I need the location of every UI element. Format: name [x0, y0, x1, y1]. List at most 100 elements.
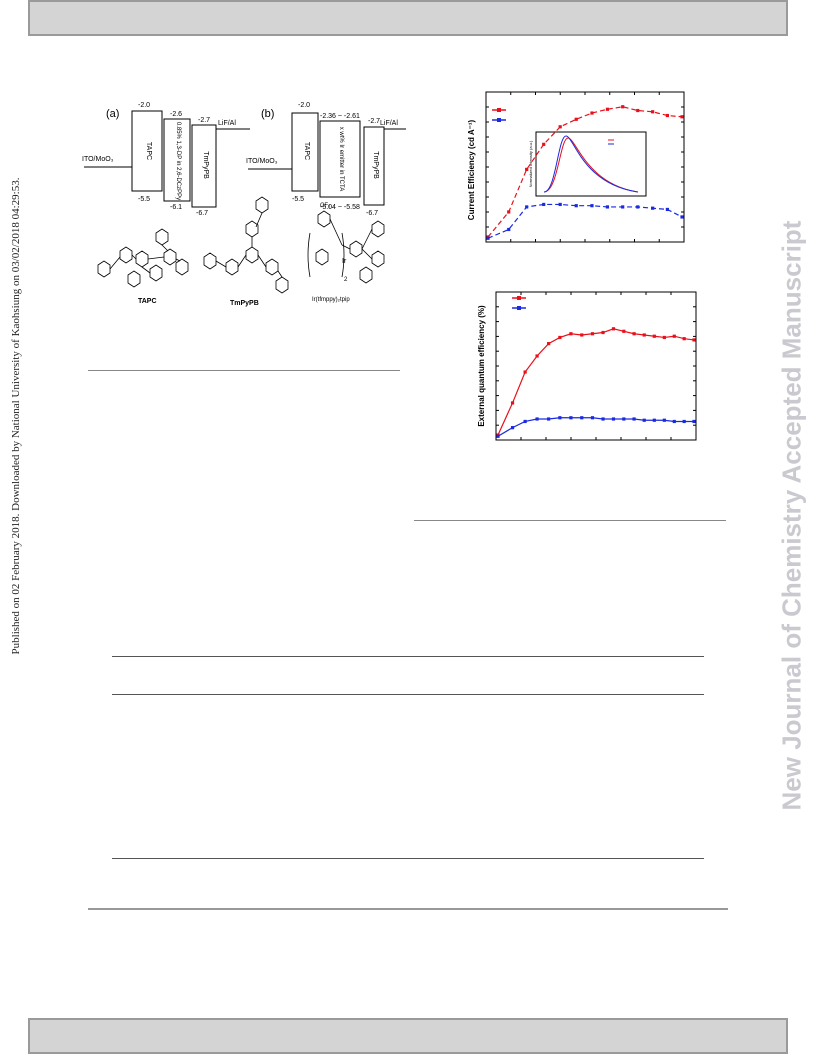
panel-b-eml-layer [319, 120, 361, 198]
figure-rule-right [414, 520, 726, 521]
data-point [590, 416, 595, 420]
data-point [682, 337, 686, 341]
ir-complex-structure [307, 210, 385, 284]
panel-b-tmpypb-layer [363, 126, 385, 206]
data-point [651, 206, 655, 210]
panel-b-level-2: -2.36 ~ -2.61 [320, 113, 360, 120]
panel-a-tmpypb-label: TmPyPB [202, 151, 209, 179]
data-point [692, 338, 696, 342]
panel-b-level-3: -2.7 [368, 118, 380, 125]
tmpypb-structure [203, 196, 289, 294]
data-point [652, 334, 656, 338]
table-bottom-rule [112, 858, 704, 859]
inset-ylabel: Normalized Intensity (a.u.) [528, 140, 533, 187]
cf3-label: CF₃ [320, 203, 331, 209]
data-point [510, 426, 515, 430]
panel-a-level-1: -2.0 [138, 102, 150, 109]
data-point [558, 335, 562, 340]
data-point [558, 416, 562, 420]
data-point [569, 416, 573, 420]
data-point [632, 332, 636, 336]
panel-b-eml-label: x wt% Ir emitter in TCTA [338, 127, 344, 191]
panel-a-eml-label: 0.85% 1,3-DP in 2,6-DCzPPy [175, 122, 181, 200]
panel-b-label: (b) [261, 108, 274, 120]
table-header-rule [112, 694, 704, 695]
panel-b-tapc-label: TAPC [303, 142, 310, 160]
footer-band [28, 1018, 788, 1054]
data-point [682, 419, 686, 424]
data-point [636, 205, 640, 209]
watermark-text: New Journal of Chemistry Accepted Manusc… [776, 220, 807, 811]
data-point [642, 418, 646, 422]
data-point [672, 419, 676, 424]
panel-a-tapc-layer [131, 110, 163, 192]
data-point [590, 204, 594, 208]
data-point [665, 113, 669, 118]
tapc-name: TAPC [138, 298, 157, 305]
data-point [535, 354, 539, 358]
data-point [601, 330, 605, 335]
panel-a-tmpypb-layer [191, 124, 217, 208]
data-point [574, 117, 578, 121]
panel-b-level-4: -5.5 [292, 196, 304, 203]
data-point [507, 210, 511, 214]
data-point [525, 167, 529, 171]
data-point [542, 202, 546, 207]
table-top-rule [112, 656, 704, 657]
watermark: New Journal of Chemistry Accepted Manusc… [762, 160, 816, 880]
data-point [542, 142, 546, 146]
page-bottom-rule [88, 908, 728, 910]
data-point [523, 370, 527, 374]
data-point [510, 401, 515, 405]
data-point [507, 227, 511, 232]
publication-note-text: Published on 02 February 2018. Downloade… [10, 177, 22, 655]
ir-complex-name: Ir(tfmppy)₂tpip [312, 297, 350, 303]
data-point [525, 205, 529, 209]
data-point [621, 205, 625, 209]
data-point [642, 333, 646, 337]
header-band [28, 0, 788, 36]
data-point [547, 417, 551, 421]
chart1-ylabel: Current Efficiency (cd A⁻¹) [467, 119, 476, 220]
data-point [601, 417, 605, 421]
eqe-chart: External quantum efficiency (%) [477, 291, 697, 441]
data-point [662, 335, 666, 340]
data-point [680, 215, 684, 219]
data-point [580, 416, 584, 420]
data-point [496, 434, 500, 438]
panel-b-level-6: -6.7 [366, 210, 378, 217]
data-point [574, 204, 578, 208]
data-point [662, 418, 666, 422]
data-point [547, 342, 551, 346]
panel-b-anode: ITO/MoO₃ [246, 158, 278, 165]
data-point [605, 205, 610, 209]
data-point [535, 417, 539, 421]
data-point [569, 332, 573, 336]
tapc-structure [97, 228, 189, 288]
data-point [558, 202, 562, 207]
panel-b-cathode: LiF/Al [380, 120, 398, 127]
figure-rule-left [88, 370, 400, 371]
data-point [622, 417, 626, 421]
data-point [558, 125, 562, 129]
data-point [632, 417, 636, 421]
panel-a-level-3: -2.7 [198, 117, 210, 124]
data-point [672, 334, 676, 338]
data-point [605, 107, 610, 111]
data-point [580, 333, 584, 337]
panel-b-tmpypb-label: TmPyPB [372, 151, 379, 179]
data-point [621, 105, 625, 109]
data-point [680, 115, 684, 119]
data-point [523, 419, 527, 424]
data-point [611, 417, 616, 421]
panel-a-level-4: -5.5 [138, 196, 150, 203]
panel-b-tapc-layer [291, 112, 319, 192]
panel-a-level-2: -2.6 [170, 111, 182, 118]
current-efficiency-chart: Current Efficiency (cd A⁻¹) Normalized I… [467, 91, 685, 243]
panel-a-label: (a) [106, 108, 119, 120]
data-point [622, 329, 626, 333]
data-point [486, 236, 490, 240]
panel-b-level-1: -2.0 [298, 102, 310, 109]
data-point [665, 207, 669, 212]
data-point [692, 419, 696, 424]
